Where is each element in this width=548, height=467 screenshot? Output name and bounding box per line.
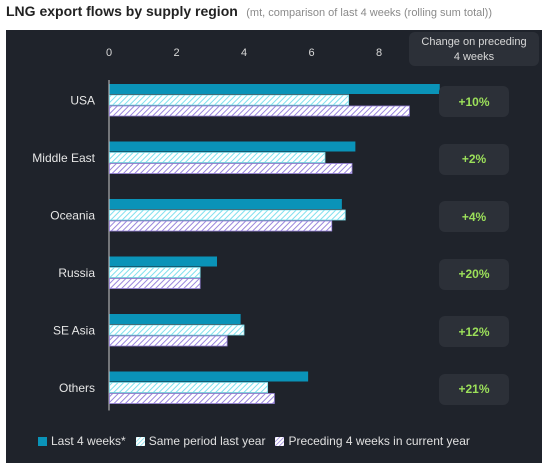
bar-preceding-2 — [109, 220, 333, 232]
bar-last4-4 — [109, 314, 241, 324]
x-tick-label-1: 2 — [173, 47, 179, 59]
change-chip-5: +21% — [439, 373, 509, 405]
chart-panel: 0 2 4 6 8 USA Middle East Oceania Russia SE Asia O… — [6, 30, 542, 463]
x-tick-label-0: 0 — [106, 47, 112, 59]
legend-item-same-period: Same period last year — [135, 434, 266, 448]
legend-label-preceding: Preceding 4 weeks in current year — [288, 434, 470, 448]
bar-preceding-1 — [109, 163, 353, 174]
bar-same-period-2 — [109, 209, 346, 221]
bar-last4-3 — [109, 256, 217, 267]
bar-same-period-4 — [109, 324, 245, 336]
chart-header: LNG export flows by supply region (mt, c… — [6, 3, 492, 21]
category-label-0: USA — [70, 94, 95, 108]
chart-title: LNG export flows by supply region — [6, 3, 238, 19]
bar-preceding-4 — [109, 335, 228, 347]
bar-preceding-3 — [109, 278, 201, 289]
legend: Last 4 weeks* Same period last year Prec… — [38, 434, 480, 448]
bar-same-period-5 — [109, 382, 269, 393]
legend-swatch-preceding — [275, 436, 285, 446]
category-label-1: Middle East — [32, 151, 95, 165]
legend-item-last4: Last 4 weeks* — [38, 434, 126, 448]
category-label-3: Russia — [58, 266, 95, 280]
legend-swatch-same-period — [135, 436, 145, 446]
category-label-4: SE Asia — [53, 324, 95, 338]
x-tick-label-4: 8 — [376, 47, 382, 59]
bar-last4-2 — [109, 199, 342, 209]
legend-swatch-last4 — [38, 436, 47, 446]
bar-last4-1 — [109, 141, 356, 152]
legend-label-same-period: Same period last year — [148, 434, 266, 448]
change-chip-3: +20% — [439, 258, 509, 290]
x-tick-label-2: 4 — [241, 47, 247, 59]
bar-chart: 0 2 4 6 8 USA Middle East Oceania Russia SE Asia O… — [32, 47, 440, 411]
bar-last4-0 — [109, 84, 440, 94]
legend-label-last4: Last 4 weeks* — [51, 434, 126, 448]
change-column-header: Change on preceding 4 weeks — [409, 32, 539, 66]
chart-subtitle: (mt, comparison of last 4 weeks (rolling… — [246, 7, 493, 19]
legend-item-preceding: Preceding 4 weeks in current year — [275, 434, 470, 448]
bar-preceding-5 — [109, 393, 275, 404]
change-chip-2: +4% — [439, 201, 509, 232]
change-header-line2: 4 weeks — [453, 51, 495, 63]
category-label-5: Others — [59, 381, 95, 395]
x-tick-label-3: 6 — [308, 47, 314, 59]
bar-same-period-3 — [109, 267, 201, 278]
bar-same-period-1 — [109, 152, 326, 163]
change-header-line1: Change on preceding — [421, 36, 527, 48]
bar-same-period-0 — [109, 94, 350, 106]
change-chip-4: +12% — [439, 316, 509, 347]
change-chip-1: +2% — [439, 143, 509, 175]
bar-preceding-0 — [109, 105, 410, 117]
change-chip-0: +10% — [439, 86, 509, 117]
category-label-2: Oceania — [50, 209, 95, 223]
bar-last4-5 — [109, 371, 309, 382]
